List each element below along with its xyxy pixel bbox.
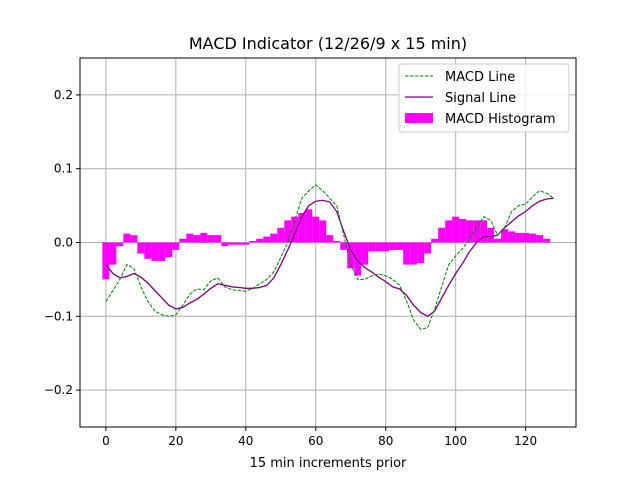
histogram-bar	[200, 232, 208, 243]
histogram-bar	[501, 229, 509, 243]
histogram-bar	[221, 242, 229, 247]
histogram-bar	[151, 242, 159, 261]
histogram-bar	[228, 242, 236, 245]
histogram-bar	[438, 227, 446, 243]
histogram-bar	[263, 236, 271, 243]
x-tick-label: 40	[238, 434, 253, 448]
histogram-bar	[298, 212, 306, 243]
histogram-bar	[536, 235, 544, 243]
histogram-bar	[466, 220, 474, 243]
histogram-bar	[494, 238, 502, 243]
histogram-bar	[102, 242, 110, 280]
histogram-bar	[130, 235, 138, 243]
histogram-bar	[361, 242, 369, 265]
histogram-bar	[543, 238, 551, 243]
histogram-bar	[165, 242, 173, 258]
legend: MACD Line Signal Line MACD Histogram	[398, 63, 570, 133]
x-tick-label: 20	[168, 434, 183, 448]
histogram-bar	[522, 232, 530, 243]
histogram-bar	[284, 220, 292, 243]
chart-title: MACD Indicator (12/26/9 x 15 min)	[189, 34, 467, 53]
histogram-bar	[109, 242, 117, 265]
histogram-bar	[529, 233, 537, 243]
histogram-bar	[305, 209, 313, 243]
histogram-bar	[431, 238, 439, 243]
x-tick-label: 80	[378, 434, 393, 448]
histogram-bar	[291, 216, 299, 243]
histogram-bar	[403, 242, 411, 265]
histogram-bar	[116, 242, 124, 247]
histogram-bar	[123, 233, 131, 243]
histogram-bar	[508, 231, 516, 243]
histogram-bar	[410, 242, 418, 265]
histogram-bar	[417, 242, 425, 264]
histogram-bar	[368, 242, 376, 252]
legend-signal-label: Signal Line	[445, 91, 516, 106]
histogram-bar	[256, 238, 264, 243]
y-tick-label: 0.1	[54, 162, 73, 176]
y-tick-label: −0.1	[44, 309, 73, 323]
histogram-bar	[459, 218, 467, 243]
histogram-bar	[312, 216, 320, 243]
histogram-bar	[396, 242, 404, 250]
histogram-bar	[382, 242, 390, 252]
histogram-bar	[333, 241, 341, 243]
x-tick-label: 60	[308, 434, 323, 448]
axis-ticks: 0 20 40 60 80 100 120 −0.2 −0.1 0.0 0.1 0.2	[44, 88, 537, 448]
histogram-bar	[158, 242, 166, 261]
histogram-bar	[179, 238, 187, 243]
legend-histogram-swatch	[405, 113, 433, 123]
histogram-bar	[389, 242, 397, 250]
histogram-bars	[102, 209, 551, 280]
x-tick-label: 120	[514, 434, 537, 448]
histogram-bar	[277, 227, 285, 243]
y-tick-label: −0.2	[44, 383, 73, 397]
histogram-bar	[375, 242, 383, 252]
histogram-bar	[515, 232, 523, 243]
histogram-bar	[480, 220, 488, 243]
histogram-bar	[347, 242, 355, 269]
histogram-bar	[445, 220, 453, 243]
histogram-bar	[172, 242, 180, 250]
x-axis-label: 15 min increments prior	[250, 456, 407, 471]
signal-line	[105, 197, 554, 318]
histogram-bar	[214, 235, 222, 243]
histogram-bar	[424, 242, 432, 254]
legend-histogram-label: MACD Histogram	[445, 112, 556, 127]
histogram-bar	[354, 242, 362, 276]
histogram-bar	[144, 242, 152, 259]
y-tick-label: 0.2	[54, 88, 73, 102]
x-tick-label: 0	[102, 434, 110, 448]
histogram-bar	[487, 227, 495, 243]
histogram-bar	[326, 235, 334, 243]
legend-macd-label: MACD Line	[445, 70, 515, 85]
histogram-bar	[452, 216, 460, 243]
histogram-bar	[137, 242, 145, 254]
macd-line	[105, 184, 554, 331]
y-tick-label: 0.0	[54, 236, 73, 250]
histogram-bar	[249, 241, 257, 243]
histogram-bar	[193, 235, 201, 243]
x-tick-label: 100	[444, 434, 467, 448]
histogram-bar	[186, 233, 194, 243]
histogram-bar	[207, 235, 215, 243]
histogram-bar	[235, 242, 243, 245]
histogram-bar	[319, 220, 327, 243]
histogram-bar	[242, 242, 250, 245]
histogram-bar	[473, 220, 481, 243]
histogram-bar	[270, 233, 278, 243]
histogram-bar	[340, 242, 348, 250]
